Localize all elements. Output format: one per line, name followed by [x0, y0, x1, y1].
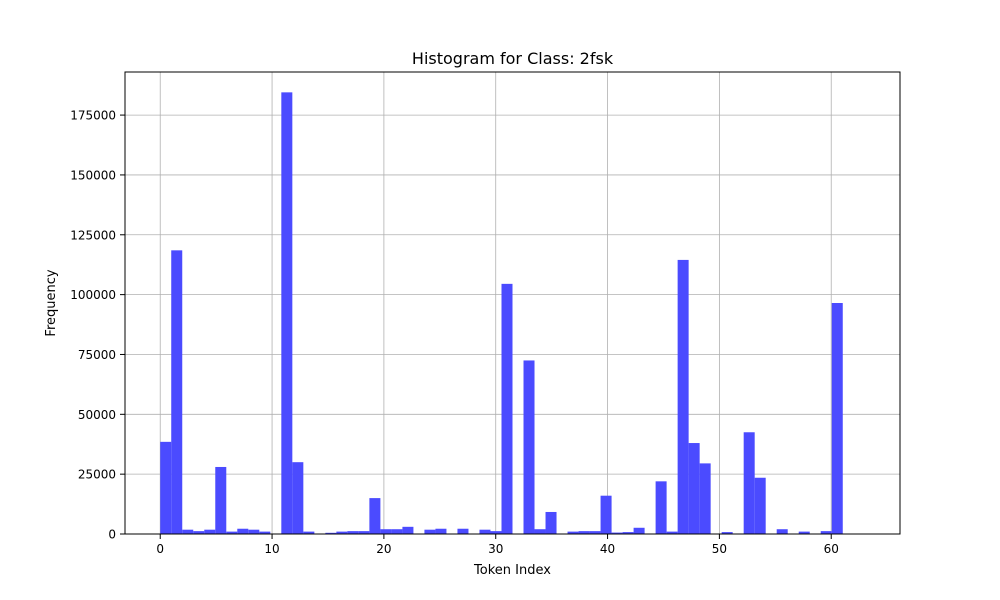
histogram-bar	[391, 529, 403, 534]
histogram-bar	[204, 529, 216, 534]
histogram-bar	[215, 466, 227, 534]
x-tick-label: 30	[488, 542, 503, 556]
histogram-bar	[347, 531, 359, 534]
histogram-bar	[501, 283, 513, 534]
histogram-bar	[402, 526, 414, 534]
x-axis-label: Token Index	[473, 563, 551, 578]
y-axis-label: Frequency	[44, 269, 59, 336]
histogram-bars	[160, 92, 843, 534]
y-tick-label: 25000	[78, 468, 116, 482]
histogram-bar	[820, 531, 832, 534]
histogram-bar	[380, 529, 392, 534]
histogram-bar	[655, 481, 667, 534]
histogram-bar	[545, 511, 557, 534]
histogram-bar	[369, 498, 381, 534]
histogram-bar	[754, 477, 766, 534]
histogram-bar	[193, 531, 205, 534]
histogram-bar	[831, 303, 843, 534]
histogram-bar	[182, 529, 194, 534]
histogram-bar	[226, 531, 238, 534]
histogram-bar	[633, 527, 645, 534]
histogram-bar	[325, 532, 337, 534]
y-tick-label: 150000	[70, 168, 116, 182]
histogram-bar	[336, 531, 348, 534]
y-axis-ticks: 0 25000 50000 75000 100000 125000 150000 175000	[70, 109, 125, 542]
histogram-bar	[743, 432, 755, 534]
x-tick-label: 60	[824, 542, 839, 556]
histogram-bar	[248, 529, 260, 534]
y-tick-label: 125000	[70, 228, 116, 242]
histogram-bar	[600, 495, 612, 534]
histogram-bar	[776, 529, 788, 534]
histogram-bar	[798, 531, 810, 534]
histogram-bar	[171, 250, 183, 534]
x-tick-label: 10	[264, 542, 279, 556]
plot-frame	[124, 71, 901, 535]
histogram-bar	[534, 529, 546, 534]
y-tick-label: 100000	[70, 288, 116, 302]
y-tick-label: 50000	[78, 408, 116, 422]
histogram-bar	[611, 532, 623, 534]
histogram-bar	[688, 443, 700, 534]
histogram-bar	[292, 462, 304, 534]
histogram-bar	[160, 441, 172, 534]
histogram-bar	[490, 531, 502, 534]
histogram-bar	[358, 531, 370, 534]
histogram-bar	[259, 531, 271, 534]
histogram-bar	[523, 360, 535, 534]
histogram-bar	[479, 529, 491, 534]
x-tick-label: 0	[156, 542, 164, 556]
chart-title: Histogram for Class: 2fsk	[412, 49, 614, 68]
x-tick-label: 40	[600, 542, 615, 556]
y-tick-label: 75000	[78, 348, 116, 362]
histogram-bar	[424, 529, 436, 534]
histogram-bar	[281, 92, 293, 534]
x-axis-ticks: 0 10 20 30 40 50 60	[156, 534, 839, 556]
y-tick-label: 175000	[70, 109, 116, 123]
histogram-bar	[721, 532, 733, 534]
histogram-bar	[578, 531, 590, 534]
histogram-bar	[435, 528, 447, 534]
x-tick-label: 20	[376, 542, 391, 556]
histogram-bar	[567, 531, 579, 534]
grid-lines	[125, 72, 900, 535]
histogram-bar	[303, 531, 315, 534]
histogram-bar	[666, 531, 678, 534]
histogram-bar	[699, 463, 711, 534]
histogram-bar	[457, 528, 469, 534]
y-tick-label: 0	[108, 528, 116, 542]
histogram-bar	[622, 532, 634, 534]
histogram-bar	[677, 259, 689, 534]
histogram-bar	[237, 528, 249, 534]
histogram-bar	[589, 531, 601, 534]
x-tick-label: 50	[712, 542, 727, 556]
